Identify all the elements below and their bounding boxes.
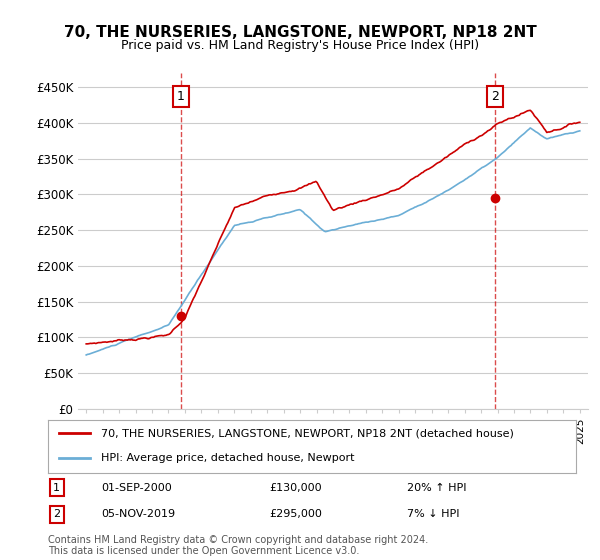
- Text: 1: 1: [53, 483, 60, 493]
- Text: 01-SEP-2000: 01-SEP-2000: [101, 483, 172, 493]
- Text: 70, THE NURSERIES, LANGSTONE, NEWPORT, NP18 2NT (detached house): 70, THE NURSERIES, LANGSTONE, NEWPORT, N…: [101, 428, 514, 438]
- Text: 1: 1: [177, 90, 185, 103]
- Text: 7% ↓ HPI: 7% ↓ HPI: [407, 509, 460, 519]
- Text: Contains HM Land Registry data © Crown copyright and database right 2024.
This d: Contains HM Land Registry data © Crown c…: [48, 535, 428, 557]
- Text: HPI: Average price, detached house, Newport: HPI: Average price, detached house, Newp…: [101, 453, 354, 463]
- Text: 05-NOV-2019: 05-NOV-2019: [101, 509, 175, 519]
- Text: 70, THE NURSERIES, LANGSTONE, NEWPORT, NP18 2NT: 70, THE NURSERIES, LANGSTONE, NEWPORT, N…: [64, 25, 536, 40]
- Text: £295,000: £295,000: [270, 509, 323, 519]
- Text: 20% ↑ HPI: 20% ↑ HPI: [407, 483, 467, 493]
- Text: 2: 2: [53, 509, 61, 519]
- Text: Price paid vs. HM Land Registry's House Price Index (HPI): Price paid vs. HM Land Registry's House …: [121, 39, 479, 52]
- Text: 2: 2: [491, 90, 499, 103]
- Text: £130,000: £130,000: [270, 483, 322, 493]
